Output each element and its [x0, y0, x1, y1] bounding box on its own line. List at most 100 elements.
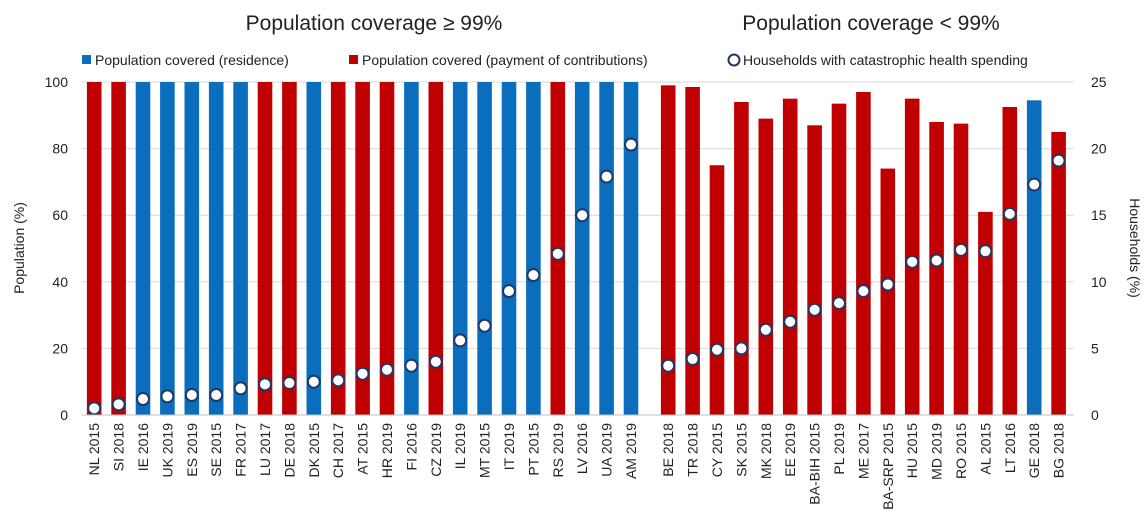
household-point-cy-2015 — [710, 342, 724, 357]
x-tick-label: SI 2018 — [111, 423, 127, 471]
x-tick-label: CZ 2019 — [428, 423, 444, 477]
bar-es-2019 — [184, 82, 200, 415]
bar-tr-2018 — [685, 86, 700, 416]
y-left-tick-label: 40 — [52, 274, 68, 290]
y-axis-right-label: Households (%) — [1127, 198, 1143, 298]
x-tick-label: AM 2019 — [623, 423, 639, 479]
y-left-tick-label: 20 — [52, 340, 68, 356]
bar-pl-2019 — [831, 103, 847, 416]
bar-uk-2019 — [160, 82, 175, 415]
y-left-tick-label: 80 — [52, 141, 68, 157]
y-right-tick-label: 20 — [1091, 141, 1107, 157]
bar-ie-2016 — [135, 82, 151, 415]
x-tick-label: HR 2019 — [379, 423, 395, 478]
household-point-pt-2015 — [526, 268, 541, 283]
x-tick-label: LT 2016 — [1002, 423, 1018, 473]
bar-at-2015 — [355, 82, 370, 415]
y-left-tick-label: 0 — [60, 407, 68, 423]
bars — [86, 82, 1066, 416]
household-point-fr-2017 — [233, 381, 248, 396]
household-point-rs-2019 — [550, 246, 565, 261]
x-tick-label: FI 2016 — [403, 423, 419, 471]
household-point-se-2015 — [209, 388, 224, 403]
bar-lt-2016 — [1002, 106, 1018, 415]
household-point-pl-2019 — [832, 296, 846, 311]
household-point-hr-2019 — [380, 362, 394, 377]
x-axis-categories: NL 2015 SI 2018 IE 2016 UK 2019 ES 2019 SE 20… — [86, 423, 1066, 510]
household-point-ee-2019 — [783, 314, 798, 329]
x-tick-label: CH 2017 — [330, 423, 346, 478]
x-tick-label: RO 2015 — [953, 423, 969, 479]
household-point-ie-2016 — [136, 392, 150, 407]
household-point-uk-2019 — [160, 389, 175, 404]
household-point-am-2019 — [624, 137, 638, 152]
household-point-me-2017 — [856, 284, 871, 299]
household-point-lv-2016 — [575, 208, 590, 223]
legend-swatch-residence — [82, 55, 91, 64]
y-right-tick-label: 15 — [1091, 207, 1107, 223]
x-tick-label: BA-SRP 2015 — [880, 423, 896, 510]
household-point-ua-2019 — [599, 169, 614, 184]
y-left-tick-label: 100 — [45, 74, 69, 90]
bar-pt-2015 — [526, 82, 541, 415]
x-tick-label: PT 2015 — [525, 423, 541, 476]
y-right-tick-label: 0 — [1091, 407, 1099, 423]
x-tick-label: ME 2017 — [855, 423, 871, 479]
x-tick-label: BE 2018 — [660, 423, 676, 477]
household-point-mk-2018 — [758, 322, 773, 337]
bar-sk-2015 — [734, 101, 749, 415]
bar-ba-bih-2015 — [807, 125, 822, 415]
bar-lv-2016 — [574, 82, 590, 415]
y-right-tick-label: 10 — [1091, 274, 1107, 290]
x-tick-label: DE 2018 — [281, 423, 297, 478]
bar-bg-2018 — [1051, 131, 1066, 415]
bar-mt-2015 — [477, 82, 492, 415]
y-left-tick-label: 60 — [52, 207, 68, 223]
household-point-nl-2015 — [87, 401, 102, 416]
bar-cz-2019 — [428, 82, 444, 415]
x-tick-label: IT 2019 — [501, 423, 517, 470]
bar-be-2018 — [660, 85, 676, 415]
household-point-at-2015 — [355, 366, 370, 381]
household-point-sk-2015 — [734, 341, 749, 356]
household-point-lu-2017 — [258, 377, 272, 392]
bar-me-2017 — [856, 91, 871, 416]
bar-ee-2019 — [782, 98, 798, 416]
legend-label-households: Households with catastrophic health spen… — [743, 52, 1028, 68]
bar-si-2018 — [111, 82, 126, 415]
x-tick-label: IL 2019 — [452, 423, 468, 469]
bar-cy-2015 — [709, 165, 725, 415]
household-point-hu-2015 — [905, 254, 920, 269]
legend: Population covered (residence) Populatio… — [82, 52, 1028, 68]
household-point-ba-bih-2015 — [807, 302, 822, 317]
legend-marker-households — [727, 53, 741, 67]
bar-nl-2015 — [86, 82, 102, 415]
x-tick-label: BA-BIH 2015 — [807, 423, 823, 505]
x-tick-label: SK 2015 — [733, 423, 749, 477]
bar-ro-2015 — [953, 123, 969, 415]
x-tick-label: LV 2016 — [574, 423, 590, 474]
x-tick-label: SE 2015 — [208, 423, 224, 477]
bar-il-2019 — [452, 82, 468, 415]
panel-title-left: Population coverage ≥ 99% — [246, 12, 503, 35]
x-tick-label: PL 2019 — [831, 423, 847, 475]
x-tick-label: BG 2018 — [1051, 423, 1067, 478]
bar-ba-srp-2015 — [880, 168, 896, 415]
household-point-ge-2018 — [1027, 177, 1042, 192]
y-axis-left-label: Population (%) — [11, 202, 27, 294]
household-point-il-2019 — [453, 333, 468, 348]
bar-ch-2017 — [330, 82, 346, 415]
panel-title-right: Population coverage < 99% — [742, 12, 999, 35]
bar-ge-2018 — [1026, 100, 1042, 415]
bar-ua-2019 — [599, 82, 614, 415]
x-tick-label: IE 2016 — [135, 423, 151, 471]
x-tick-label: MD 2019 — [929, 423, 945, 480]
legend-label-contributions: Population covered (payment of contribut… — [362, 52, 648, 68]
household-point-es-2019 — [184, 388, 199, 403]
bar-lu-2017 — [257, 82, 273, 415]
x-tick-label: AL 2015 — [977, 423, 993, 475]
x-tick-label: DK 2015 — [306, 423, 322, 478]
bar-de-2018 — [282, 82, 297, 415]
legend-label-residence: Population covered (residence) — [95, 52, 289, 68]
